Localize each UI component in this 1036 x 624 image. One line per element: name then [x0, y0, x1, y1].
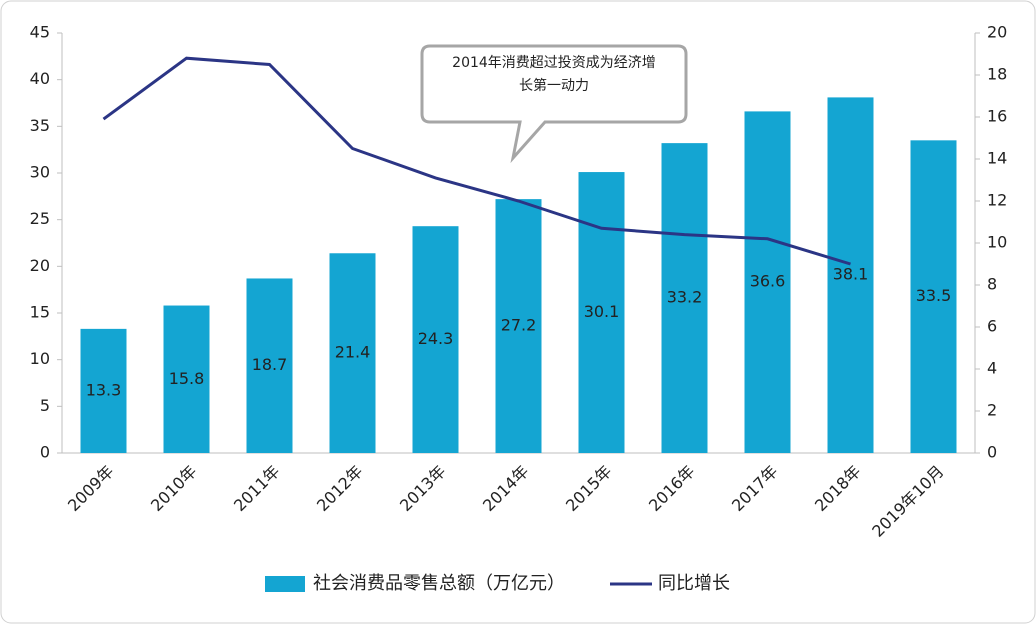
y-tick-label: 35	[30, 116, 50, 135]
bar	[578, 172, 625, 454]
callout	[420, 44, 688, 164]
bar	[412, 226, 459, 453]
y2-tick-label: 20	[987, 23, 1007, 42]
data-label: 21.4	[335, 343, 371, 362]
legend-label: 同比增长	[658, 573, 730, 594]
data-label: 38.1	[833, 265, 869, 284]
y2-tick-label: 12	[987, 191, 1007, 210]
line	[102, 56, 851, 266]
y-tick-label: 20	[30, 256, 50, 275]
bar	[495, 199, 542, 453]
data-label: 27.2	[501, 316, 537, 335]
legend-label: 社会消费品零售总额（万亿元）	[313, 573, 565, 594]
y2-tick-label: 16	[987, 107, 1007, 126]
y-tick-label: 25	[30, 209, 50, 228]
data-label: 24.3	[418, 329, 454, 348]
annotation: 长第一动力	[519, 77, 589, 94]
data-label: 30.1	[584, 302, 620, 321]
data-label: 33.2	[667, 288, 703, 307]
bar	[827, 97, 874, 454]
bar	[246, 278, 293, 453]
y2-tick-label: 18	[987, 65, 1007, 84]
data-label: 13.3	[86, 380, 122, 399]
bar	[910, 140, 957, 454]
data-label: 33.5	[916, 286, 952, 305]
data-label: 36.6	[750, 272, 786, 291]
y-tick-label: 10	[30, 349, 50, 368]
y-tick-label: 40	[30, 69, 50, 88]
bar	[329, 253, 376, 453]
bar	[744, 111, 791, 454]
data-label: 18.7	[252, 355, 288, 374]
y2-tick-label: 4	[987, 359, 997, 378]
y2-tick-label: 8	[987, 275, 997, 294]
y-tick-label: 45	[30, 23, 50, 42]
data-label: 15.8	[169, 369, 205, 388]
y2-tick-label: 14	[987, 149, 1007, 168]
y-tick-label: 30	[30, 163, 50, 182]
bar	[661, 143, 708, 453]
y-tick-label: 0	[40, 443, 50, 462]
annotation: 2014年消费超过投资成为经济增	[452, 55, 656, 71]
y-tick-label: 15	[30, 303, 50, 322]
bar	[80, 328, 127, 453]
y2-tick-label: 6	[987, 317, 997, 336]
y2-tick-label: 10	[987, 233, 1007, 252]
y2-tick-label: 0	[987, 443, 997, 462]
y2-tick-label: 2	[987, 401, 997, 420]
bar	[163, 305, 210, 453]
legend-swatch	[265, 576, 305, 592]
y-tick-label: 5	[40, 396, 50, 415]
